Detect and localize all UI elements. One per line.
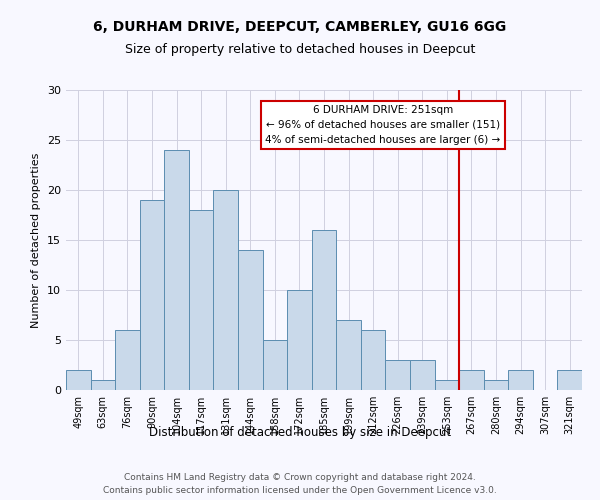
Text: Contains HM Land Registry data © Crown copyright and database right 2024.
Contai: Contains HM Land Registry data © Crown c… xyxy=(103,474,497,495)
Bar xyxy=(336,320,361,390)
Text: Distribution of detached houses by size in Deepcut: Distribution of detached houses by size … xyxy=(149,426,451,439)
Bar xyxy=(140,200,164,390)
Bar xyxy=(508,370,533,390)
Text: Size of property relative to detached houses in Deepcut: Size of property relative to detached ho… xyxy=(125,42,475,56)
Bar xyxy=(91,380,115,390)
Bar xyxy=(385,360,410,390)
Bar xyxy=(189,210,214,390)
Bar xyxy=(263,340,287,390)
Bar xyxy=(410,360,434,390)
Bar xyxy=(459,370,484,390)
Bar xyxy=(238,250,263,390)
Bar xyxy=(287,290,312,390)
Bar xyxy=(484,380,508,390)
Y-axis label: Number of detached properties: Number of detached properties xyxy=(31,152,41,328)
Bar xyxy=(312,230,336,390)
Text: 6 DURHAM DRIVE: 251sqm
← 96% of detached houses are smaller (151)
4% of semi-det: 6 DURHAM DRIVE: 251sqm ← 96% of detached… xyxy=(265,105,500,144)
Bar xyxy=(164,150,189,390)
Bar xyxy=(66,370,91,390)
Text: 6, DURHAM DRIVE, DEEPCUT, CAMBERLEY, GU16 6GG: 6, DURHAM DRIVE, DEEPCUT, CAMBERLEY, GU1… xyxy=(94,20,506,34)
Bar xyxy=(361,330,385,390)
Bar xyxy=(557,370,582,390)
Bar xyxy=(434,380,459,390)
Bar xyxy=(115,330,140,390)
Bar xyxy=(214,190,238,390)
